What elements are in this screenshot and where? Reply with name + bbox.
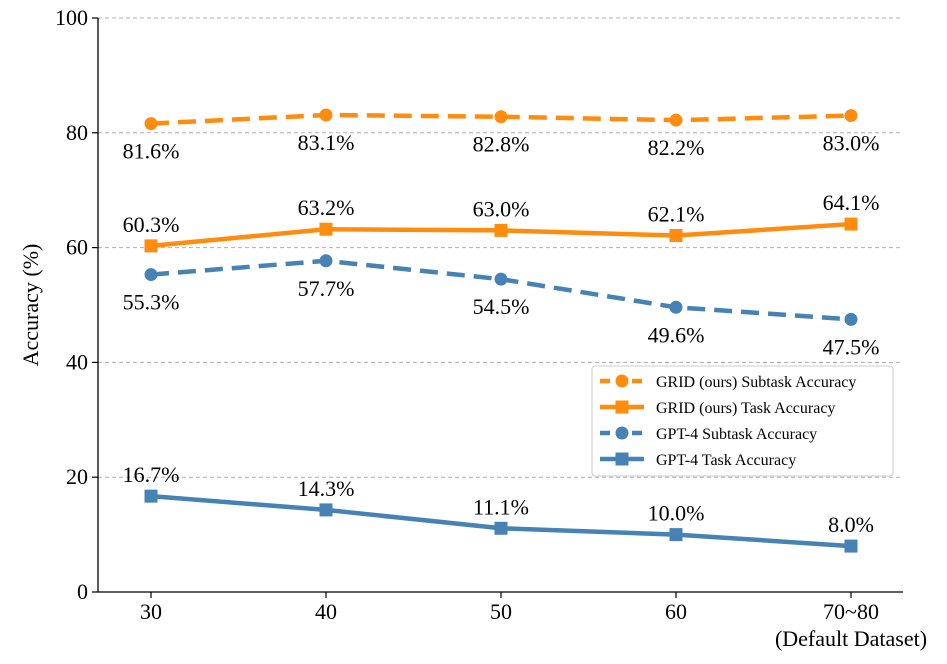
data-label: 82.8% (473, 132, 530, 157)
series-2 (144, 254, 858, 326)
data-point (669, 528, 683, 542)
data-labels: 81.6% 83.1% 82.8% 82.2% 83.0% 60.3% 63.2% 63.0%… (123, 130, 880, 537)
series-group (144, 108, 858, 553)
legend-marker (615, 374, 629, 388)
data-label: 14.3% (298, 476, 355, 501)
y-tick-label: 20 (66, 464, 88, 489)
data-label: 60.3% (123, 212, 180, 237)
y-tick-label: 80 (66, 120, 88, 145)
data-point (844, 312, 858, 326)
data-point (144, 268, 158, 282)
data-point (494, 223, 508, 237)
x-tick-label: 40 (315, 599, 337, 624)
data-label: 57.7% (298, 276, 355, 301)
legend-marker (615, 426, 629, 440)
data-point (144, 117, 158, 131)
data-label: 64.1% (823, 190, 880, 215)
data-label: 47.5% (823, 334, 880, 359)
data-point (319, 222, 333, 236)
axes: 0 20 40 60 80 100 30 40 50 60 70~80(Default Datase… (18, 5, 927, 651)
series-3 (144, 489, 858, 553)
legend: GRID (ours) Subtask Accuracy GRID (ours) … (591, 365, 894, 477)
data-label: 63.2% (298, 195, 355, 220)
series-1 (144, 217, 858, 253)
data-point (494, 272, 508, 286)
data-point (844, 109, 858, 123)
gridlines (98, 17, 903, 478)
y-tick-label: 100 (55, 5, 88, 30)
data-label: 8.0% (828, 512, 874, 537)
y-axis-label: Accuracy (%) (18, 244, 43, 367)
series-line (150, 112, 852, 126)
data-label: 16.7% (123, 462, 180, 487)
legend-label: GRID (ours) Task Accuracy (656, 400, 835, 417)
data-point (144, 239, 158, 253)
data-point (844, 539, 858, 553)
data-point (319, 108, 333, 122)
data-point (319, 254, 333, 268)
x-tick-label: 30 (140, 599, 162, 624)
data-label: 63.0% (473, 196, 530, 221)
data-point (319, 503, 333, 517)
legend-label: GPT-4 Subtask Accuracy (656, 426, 817, 443)
data-label: 54.5% (473, 294, 530, 319)
x-tick-label: 70~80 (823, 599, 879, 624)
data-point (669, 229, 683, 243)
legend-marker (615, 452, 629, 466)
legend-label: GPT-4 Task Accuracy (656, 452, 796, 469)
data-point (494, 521, 508, 535)
legend-label: GRID (ours) Subtask Accuracy (656, 374, 856, 391)
data-label: 82.2% (648, 135, 705, 160)
data-label: 62.1% (648, 202, 705, 227)
y-tick-label: 60 (66, 235, 88, 260)
x-tick-label: 50 (490, 599, 512, 624)
legend-marker (615, 400, 629, 414)
data-label: 83.1% (298, 130, 355, 155)
legend-box (591, 365, 894, 477)
data-point (494, 110, 508, 124)
data-label: 81.6% (123, 139, 180, 164)
series-0 (144, 108, 858, 131)
data-label: 55.3% (123, 290, 180, 315)
y-tick-label: 40 (66, 349, 88, 374)
data-label: 11.1% (473, 494, 529, 519)
x-tick-sublabel: (Default Dataset) (775, 626, 927, 651)
data-point (669, 113, 683, 127)
data-label: 10.0% (648, 501, 705, 526)
x-tick-label: 60 (665, 599, 687, 624)
y-tick-label: 0 (77, 579, 88, 604)
data-point (844, 217, 858, 231)
data-label: 49.6% (648, 322, 705, 347)
data-point (144, 489, 158, 503)
data-point (669, 300, 683, 314)
data-label: 83.0% (823, 131, 880, 156)
